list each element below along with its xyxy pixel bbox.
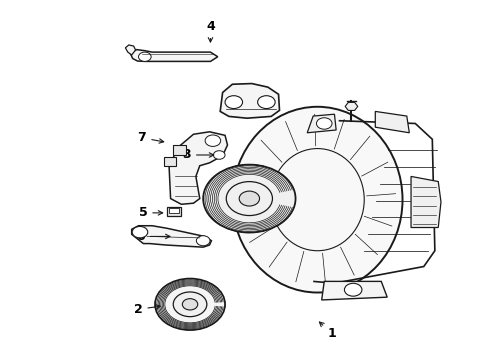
Circle shape: [213, 151, 224, 159]
Circle shape: [257, 96, 275, 109]
Polygon shape: [131, 226, 211, 247]
Circle shape: [138, 52, 151, 62]
Circle shape: [344, 283, 361, 296]
Bar: [164, 157, 176, 166]
Circle shape: [316, 118, 331, 129]
Text: 4: 4: [205, 20, 214, 42]
Ellipse shape: [232, 107, 402, 293]
Polygon shape: [130, 50, 217, 62]
Text: 6: 6: [136, 230, 170, 243]
Circle shape: [226, 181, 272, 216]
Polygon shape: [410, 176, 440, 228]
Circle shape: [173, 292, 206, 317]
Polygon shape: [169, 132, 227, 204]
Bar: [166, 207, 181, 216]
Polygon shape: [374, 111, 408, 133]
Polygon shape: [345, 102, 357, 111]
Polygon shape: [220, 84, 279, 118]
Polygon shape: [321, 282, 386, 300]
Text: 7: 7: [137, 131, 163, 144]
Bar: [172, 145, 186, 155]
Circle shape: [204, 135, 220, 147]
Text: 1: 1: [319, 322, 336, 340]
Text: 3: 3: [182, 148, 213, 162]
Polygon shape: [125, 45, 135, 55]
Text: 2: 2: [133, 303, 160, 316]
Circle shape: [182, 299, 197, 310]
Circle shape: [132, 226, 147, 238]
Circle shape: [155, 279, 224, 330]
Text: 5: 5: [138, 206, 163, 219]
Circle shape: [224, 96, 242, 109]
Circle shape: [196, 236, 209, 246]
Bar: [169, 207, 179, 213]
Circle shape: [239, 191, 259, 206]
Circle shape: [203, 165, 295, 233]
Polygon shape: [306, 114, 335, 133]
